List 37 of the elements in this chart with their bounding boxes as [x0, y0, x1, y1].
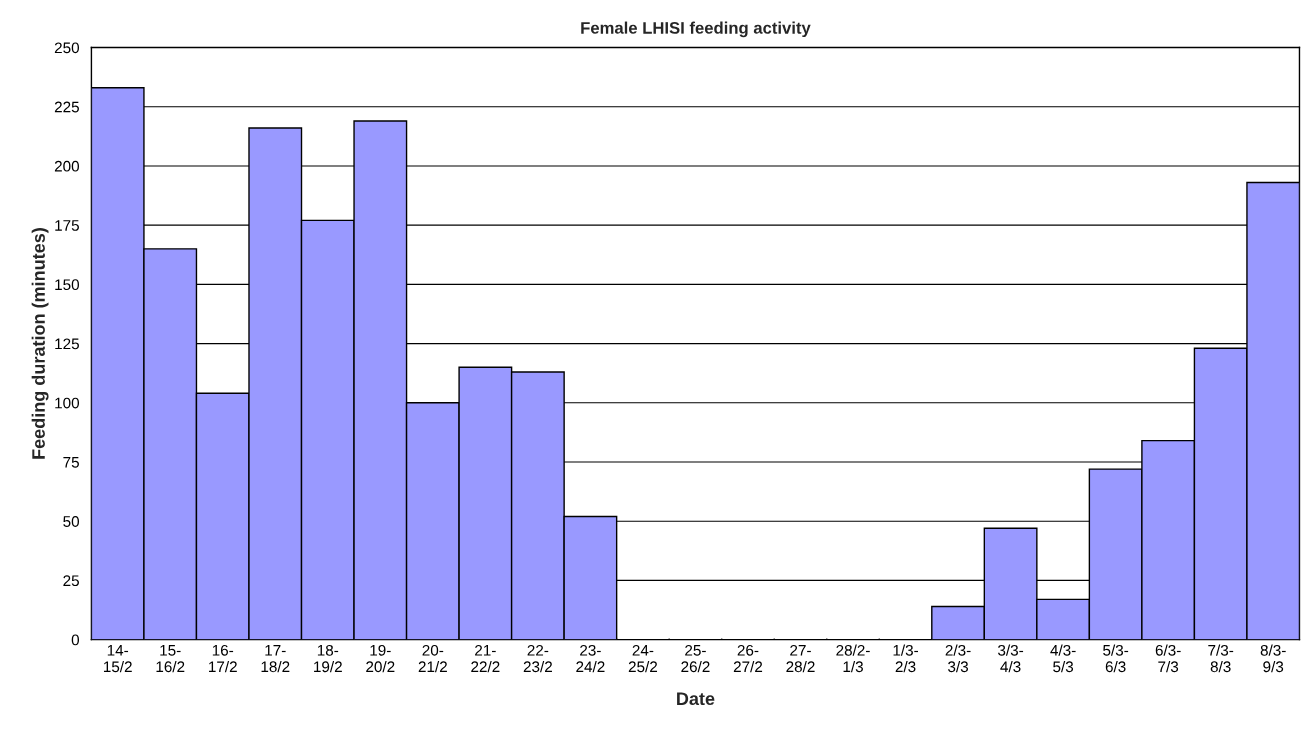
x-tick-label: 21- 22/2	[471, 644, 500, 673]
y-tick-label: 175	[55, 220, 79, 231]
y-tick-label: 100	[55, 397, 80, 409]
y-axis-title: Feeding duration (minutes)	[31, 228, 49, 459]
y-tick-label: 200	[54, 160, 80, 172]
y-tick-label: 50	[63, 516, 80, 527]
x-tick-label: 20- 21/2	[418, 644, 447, 673]
x-tick-label: 8/3- 9/3	[1260, 644, 1286, 673]
y-tick-label: 150	[55, 279, 80, 291]
x-tick-label: 15- 16/2	[156, 645, 185, 673]
y-tick-label: 25	[63, 575, 79, 587]
x-tick-label: 4/3- 5/3	[1050, 644, 1076, 673]
x-tick-label: 17- 18/2	[261, 645, 290, 673]
x-tick-label: 26- 27/2	[733, 644, 763, 673]
x-tick-label: 27- 28/2	[786, 644, 815, 673]
x-tick-label: 22- 23/2	[523, 644, 552, 673]
x-tick-label: 14- 15/2	[103, 645, 132, 673]
x-tick-label: 7/3- 8/3	[1208, 644, 1234, 673]
y-tick-label: 125	[55, 338, 79, 350]
x-tick-label: 24- 25/2	[628, 644, 658, 673]
x-tick-label: 16- 17/2	[209, 644, 237, 673]
x-tick-label: 28/2- 1/3	[836, 644, 870, 673]
chart-title: Female LHISI feeding activity	[581, 21, 811, 38]
y-tick-label: 0	[71, 634, 80, 646]
x-tick-label: 6/3- 7/3	[1155, 644, 1181, 673]
x-tick-label: 1/3- 2/3	[893, 644, 919, 673]
x-tick-label: 18- 19/2	[314, 644, 342, 673]
x-tick-label: 2/3- 3/3	[945, 644, 971, 673]
x-tick-label: 5/3- 6/3	[1103, 644, 1129, 673]
y-tick-label: 250	[54, 42, 80, 54]
x-tick-label: 25- 26/2	[681, 644, 710, 673]
x-tick-label: 3/3- 4/3	[998, 644, 1024, 673]
x-tick-label: 23- 24/2	[576, 644, 605, 673]
y-tick-label: 225	[54, 101, 79, 113]
y-tick-label: 75	[63, 457, 79, 468]
x-tick-label: 19- 20/2	[366, 644, 395, 673]
x-axis-title: Date	[677, 692, 715, 706]
